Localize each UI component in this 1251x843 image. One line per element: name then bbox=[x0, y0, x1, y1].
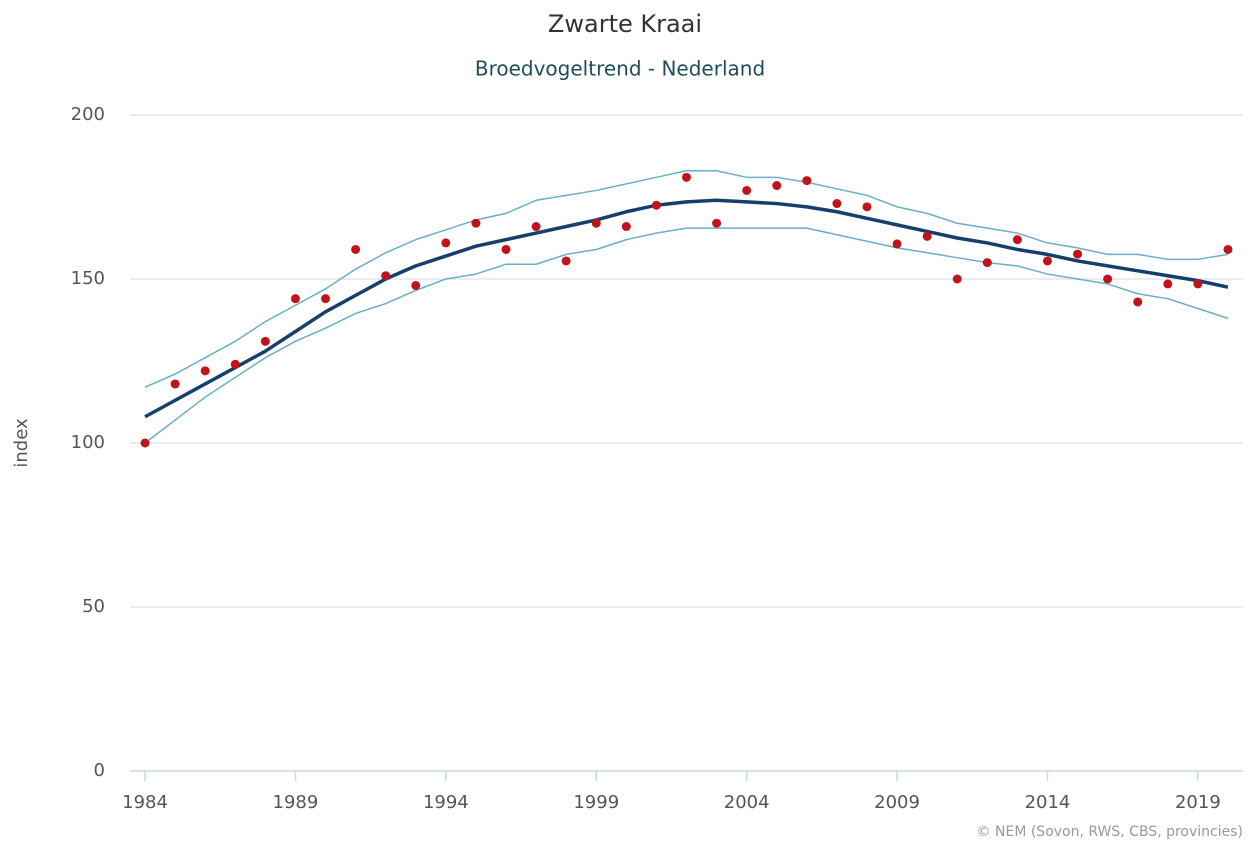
data-point bbox=[321, 294, 331, 304]
y-tick-label: 50 bbox=[82, 596, 105, 617]
trend-line bbox=[144, 227, 1229, 444]
trend-line bbox=[144, 198, 1229, 419]
data-point bbox=[230, 359, 240, 369]
data-point bbox=[1073, 249, 1083, 259]
data-point bbox=[381, 271, 391, 281]
data-point bbox=[260, 336, 270, 346]
y-axis-label: index bbox=[11, 418, 32, 468]
data-point bbox=[1012, 235, 1022, 245]
data-point bbox=[351, 244, 361, 254]
data-point bbox=[411, 281, 421, 291]
x-tick-label: 1989 bbox=[273, 792, 319, 813]
y-tick-label: 150 bbox=[71, 268, 105, 289]
x-tick-label: 1994 bbox=[423, 792, 469, 813]
data-point bbox=[1163, 279, 1173, 289]
chart-subtitle: Broedvogeltrend - Nederland bbox=[475, 57, 765, 81]
data-point bbox=[441, 238, 451, 248]
x-tick-label: 2019 bbox=[1175, 792, 1221, 813]
y-tick-label: 0 bbox=[94, 760, 105, 781]
x-tick-label: 1999 bbox=[573, 792, 619, 813]
data-point bbox=[802, 176, 812, 186]
trend-line bbox=[144, 170, 1229, 388]
data-point bbox=[1193, 279, 1203, 289]
data-point bbox=[952, 274, 962, 284]
data-point bbox=[651, 200, 661, 210]
data-point bbox=[742, 185, 752, 195]
x-tick-label: 2009 bbox=[874, 792, 920, 813]
x-tick-label: 2004 bbox=[724, 792, 770, 813]
data-point bbox=[832, 199, 842, 209]
y-tick-label: 200 bbox=[71, 104, 105, 125]
chart-title: Zwarte Kraai bbox=[548, 10, 702, 38]
data-point bbox=[140, 438, 150, 448]
data-point bbox=[471, 218, 481, 228]
data-point bbox=[892, 239, 902, 249]
x-tick-label: 2014 bbox=[1025, 792, 1071, 813]
data-point bbox=[712, 218, 722, 228]
data-point bbox=[922, 231, 932, 241]
y-tick-label: 100 bbox=[71, 432, 105, 453]
data-point bbox=[1103, 274, 1113, 284]
data-point bbox=[982, 258, 992, 268]
data-point bbox=[200, 366, 210, 376]
data-point bbox=[501, 244, 511, 254]
data-point bbox=[1223, 244, 1233, 254]
data-point bbox=[591, 218, 601, 228]
data-point bbox=[1042, 256, 1052, 266]
data-point bbox=[290, 294, 300, 304]
data-point bbox=[170, 379, 180, 389]
credits: © NEM (Sovon, RWS, CBS, provincies) bbox=[977, 824, 1243, 840]
data-point bbox=[862, 202, 872, 212]
data-point bbox=[621, 222, 631, 232]
data-point bbox=[561, 256, 571, 266]
data-point bbox=[531, 222, 541, 232]
data-point bbox=[682, 172, 691, 182]
data-point bbox=[772, 181, 782, 191]
x-tick-label: 1984 bbox=[122, 792, 168, 813]
data-point bbox=[1133, 297, 1143, 307]
